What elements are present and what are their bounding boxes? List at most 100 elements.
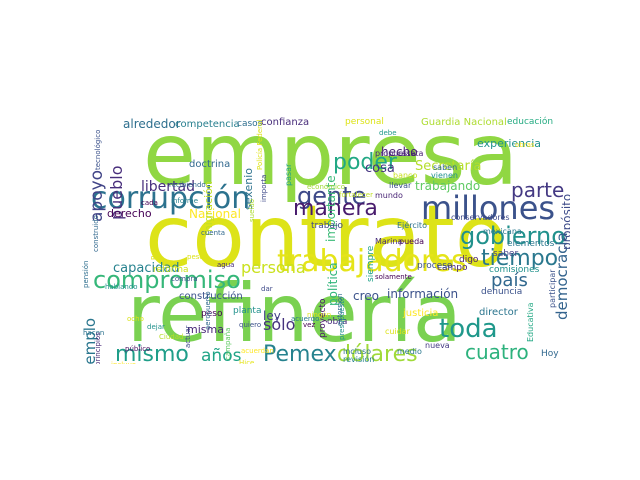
word-ocho: ocho [127, 315, 144, 323]
word-libertad: libertad [141, 179, 195, 195]
word-trabajo: trabajo [311, 221, 343, 231]
word-creo: creo [353, 289, 379, 303]
word-policia: Policía [150, 237, 158, 260]
word-refineria: refinería [127, 267, 462, 360]
word-recibiendo: recibiendo [169, 181, 206, 189]
word-trabajando: trabajando [415, 179, 481, 193]
word-vez: vez [303, 321, 316, 329]
word-proceso: proceso [417, 261, 453, 271]
word-manera: manera [293, 196, 378, 221]
word-sueldo: sueldo [248, 198, 256, 222]
word-confianza: confianza [261, 117, 310, 128]
word-campo: campo [437, 263, 468, 273]
word-competencia: competencia [175, 119, 240, 130]
word-millones: millones [421, 189, 556, 227]
word-trabajadores: trabajadores [277, 244, 467, 279]
word-persona: persona [241, 258, 306, 277]
word-cuenta: cuenta [201, 229, 226, 237]
word-corrupcion: corrupción [91, 181, 251, 216]
word-ciudad: Ciudad [159, 333, 184, 341]
word-informacion: información [387, 287, 459, 301]
word-toda: toda [439, 314, 498, 344]
word-saben: saben [433, 163, 458, 172]
word-quiero: quiero [239, 321, 262, 329]
word-obras: obras [515, 141, 535, 149]
word-pueda: pueda [399, 237, 425, 246]
word-mismo: mismo [115, 342, 189, 365]
word-pasar: pasar [284, 163, 293, 186]
word-incluye: incluye [111, 362, 136, 365]
word-aeropuerto: aeropuerto [204, 291, 212, 330]
word-hecho: hecho [381, 145, 418, 159]
word-debe: debe [379, 129, 397, 137]
word-agua: agua [217, 261, 235, 269]
word-denuncia: denuncia [481, 287, 523, 297]
word-cada: cada [141, 199, 158, 207]
word-mexicana: mexicana [483, 227, 522, 236]
word-ejercito: Ejército [397, 221, 427, 230]
word-proposito: propósito [560, 193, 570, 250]
word-participar: participar [548, 269, 557, 308]
word-anos: años [201, 346, 242, 365]
word-cosa: cosa [365, 161, 395, 176]
word-publico: público [125, 345, 151, 353]
word-comisiones: comisiones [489, 265, 540, 275]
word-doctrina: doctrina [189, 159, 231, 170]
word-experiencia: experiencia [477, 137, 541, 150]
word-solo: sólo [263, 315, 296, 334]
word-capacidad: capacidad [113, 261, 180, 276]
word-fortalecer: fortalecer [339, 191, 373, 199]
word-economico: económico [307, 183, 346, 191]
word-mundo: mundo [375, 191, 403, 200]
word-pais: país [491, 270, 528, 291]
word-poder: poder [333, 150, 397, 175]
word-importa: importa [260, 174, 268, 202]
word-planta: planta [233, 306, 262, 316]
word-cloud: empresa contrato refinería trabajadores mill… [75, 112, 570, 364]
word-ningun: ningún [307, 311, 332, 319]
word-parte: parte [511, 178, 565, 202]
word-personal: personal [345, 117, 384, 127]
word-hoy: Hoy [541, 349, 559, 359]
word-tiempo: tiempo [481, 246, 559, 271]
word-propuesta: propuesta [375, 149, 416, 158]
word-compromiso: compromiso [93, 266, 241, 294]
word-policia-federal: Policía Federal [256, 119, 264, 170]
word-hacen: hacen [83, 329, 105, 337]
word-peso: peso [201, 309, 223, 319]
word-construccion: construcción [179, 291, 243, 302]
word-elementos: elementos [507, 239, 555, 249]
word-hablando: hablando [105, 283, 138, 291]
word-misma: misma [187, 323, 224, 336]
word-principios: principios [94, 332, 102, 364]
word-dar: dar [261, 285, 273, 293]
word-migracion: migración [202, 181, 215, 236]
word-gobierno: gobierno [460, 222, 566, 250]
word-guardia-nacional: Guardia Nacional [421, 117, 507, 128]
word-alrededor: alrededor [123, 117, 181, 131]
word-solamente: solamente [375, 273, 412, 281]
word-educativa: Educativa [526, 302, 535, 343]
word-conservadores: conservadores [451, 213, 510, 222]
word-ley: ley [263, 309, 281, 323]
word-secretaria: Secretaría [415, 159, 482, 174]
word-gente: gente [297, 182, 367, 210]
word-educacion: educación [507, 117, 554, 127]
word-obra: obra [327, 317, 348, 327]
word-hice: Hice [239, 359, 255, 365]
word-caseta: caseta [397, 149, 424, 158]
word-dolares: dólares [337, 342, 418, 365]
word-extorsion: extorsión [336, 293, 344, 326]
word-informe: informe [171, 197, 199, 205]
word-cuatro: cuatro [465, 340, 529, 364]
word-vienen: vienen [431, 171, 458, 180]
word-nueva: nueva [425, 341, 450, 350]
word-empresa: empresa [143, 112, 519, 205]
word-derecho: derecho [107, 207, 152, 220]
word-acuerdo: acuerdo [291, 315, 320, 323]
word-compra: compra [171, 275, 198, 283]
word-director: director [479, 307, 518, 318]
word-campana: campaña [224, 327, 232, 360]
word-banco: banco [393, 171, 418, 180]
word-tecnologico: tecnológico [94, 129, 102, 170]
